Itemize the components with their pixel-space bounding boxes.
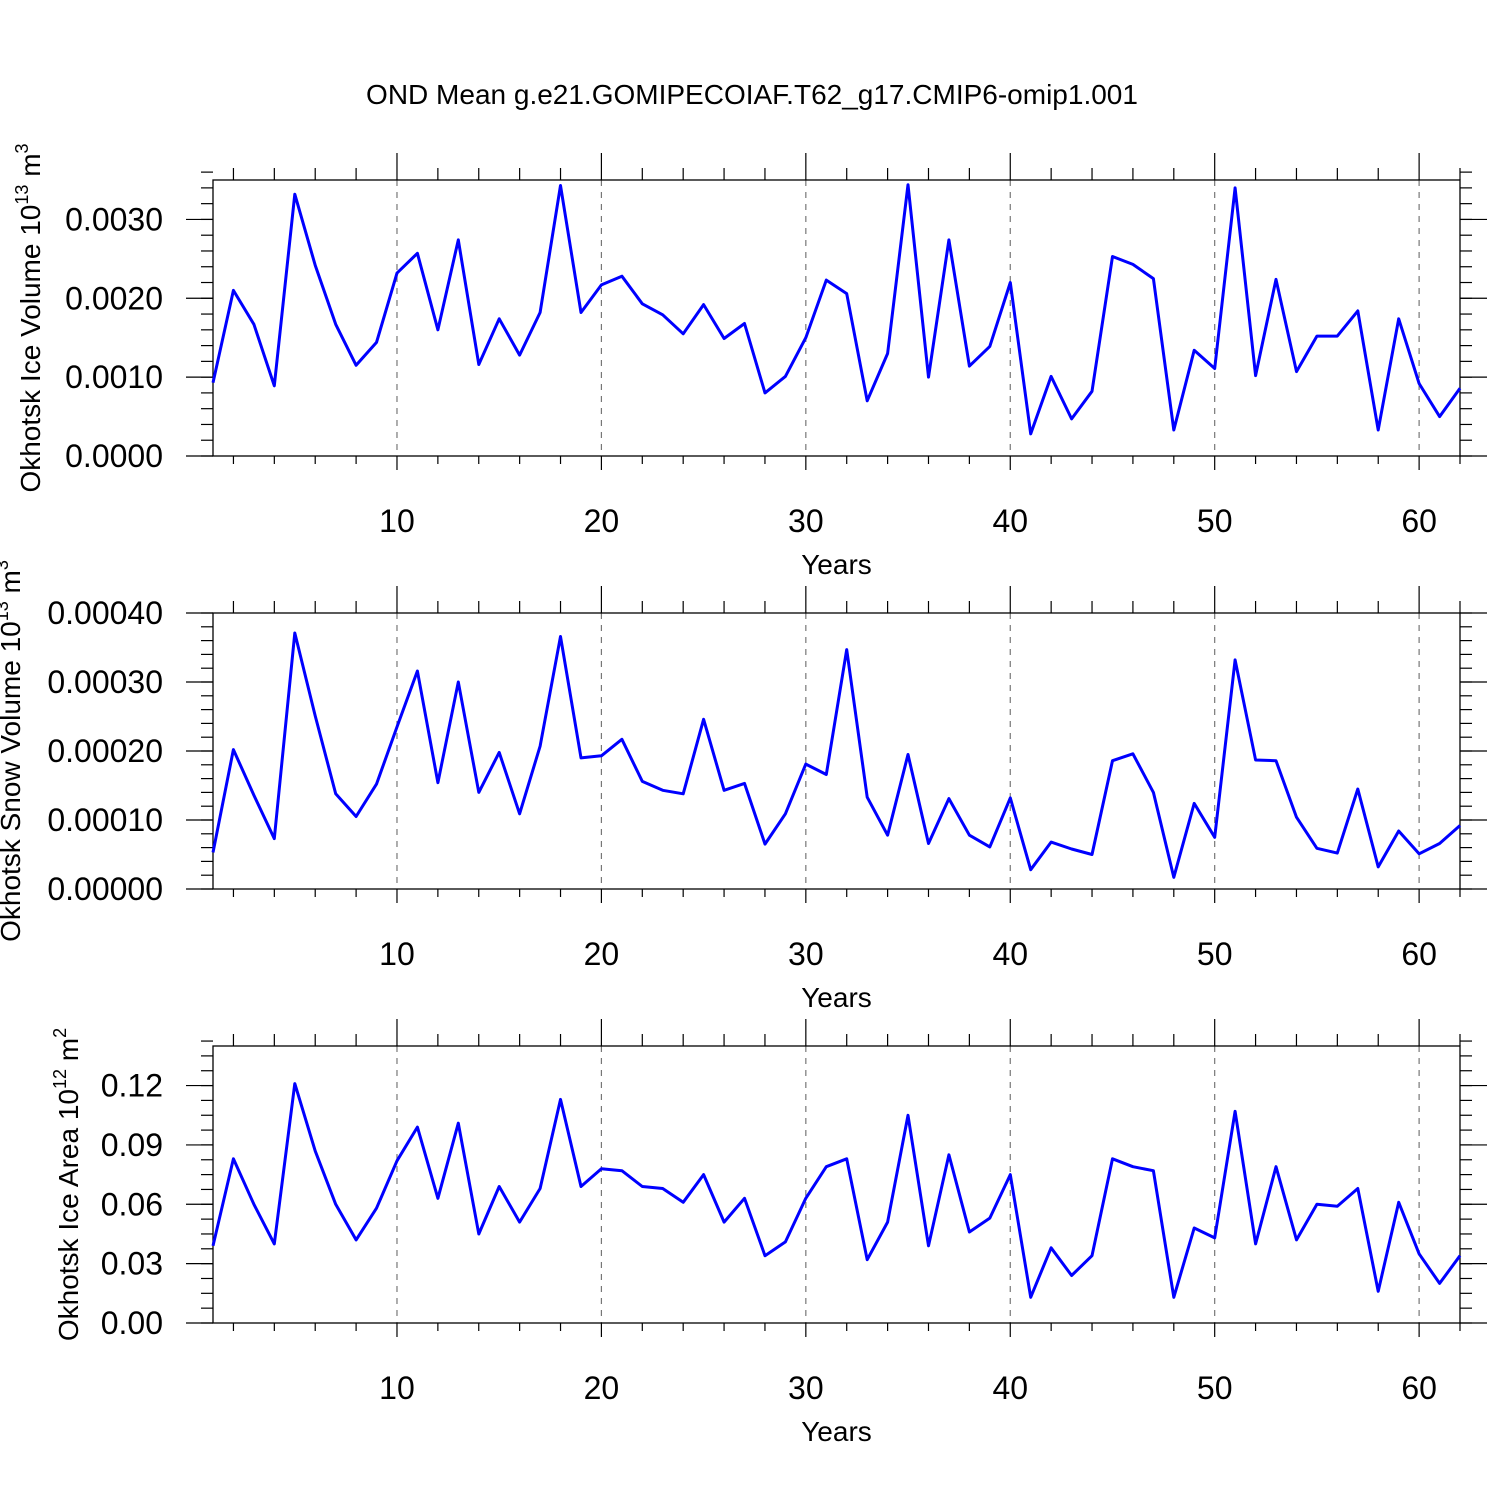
y-tick-label: 0.00000 — [47, 871, 163, 907]
x-tick-label: 50 — [1197, 1370, 1233, 1406]
x-tick-label: 10 — [379, 1370, 415, 1406]
y-axis-title-exponent: 13 — [12, 185, 32, 205]
y-tick-label: 0.03 — [101, 1246, 163, 1282]
x-tick-label: 30 — [788, 1370, 824, 1406]
y-axis-title-main: Okhotsk Snow Volume 10 — [0, 621, 26, 942]
plot-frame — [212, 1045, 1461, 1324]
y-tick-label: 0.00 — [101, 1305, 163, 1341]
y-tick-label: 0.12 — [101, 1068, 163, 1104]
y-tick-label: 0.0000 — [65, 438, 163, 474]
plot-frame — [212, 179, 1461, 457]
series-line — [211, 631, 1461, 879]
x-tick-label: 40 — [992, 1370, 1028, 1406]
x-tick-label: 10 — [379, 503, 415, 539]
y-tick-label: 0.0010 — [65, 359, 163, 395]
y-tick-label: 0.00010 — [47, 802, 163, 838]
y-tick-label: 0.00030 — [47, 664, 163, 700]
y-axis-title-exponent: 13 — [0, 601, 12, 621]
y-tick-label: 0.06 — [101, 1186, 163, 1222]
x-axis-title: Years — [801, 1416, 872, 1447]
plot-frame — [212, 612, 1461, 890]
y-axis-title-unit-exponent: 3 — [12, 143, 32, 153]
x-tick-label: 60 — [1401, 1370, 1437, 1406]
y-tick-label: 0.0020 — [65, 280, 163, 316]
x-tick-label: 30 — [788, 936, 824, 972]
panel-snow-volume: 10 20 30 40 50 60 0.00000 0.00010 0.00020 0.00030… — [0, 560, 1487, 1013]
y-axis-title-unit-exponent: 3 — [0, 560, 12, 570]
x-tick-label: 60 — [1401, 503, 1437, 539]
y-tick-label: 0.00020 — [47, 733, 163, 769]
x-tick-label: 20 — [584, 503, 620, 539]
x-axis-title: Years — [801, 549, 872, 580]
y-axis-title-unit: m — [0, 570, 26, 601]
x-tick-label: 50 — [1197, 936, 1233, 972]
y-axis-title-main: Okhotsk Ice Area 10 — [53, 1089, 84, 1341]
y-axis-title: Okhotsk Snow Volume 1013 m3 — [0, 560, 26, 942]
y-axis-title-unit: m — [15, 153, 46, 184]
panel-ice-area: 10 20 30 40 50 60 0.00 0.03 0.06 0.09 0.12 Years O… — [50, 1019, 1487, 1447]
chart-title: OND Mean g.e21.GOMIPECOIAF.T62_g17.CMIP6… — [366, 79, 1138, 110]
y-tick-label: 0.0030 — [65, 201, 163, 237]
x-tick-label: 30 — [788, 503, 824, 539]
panel-ice-volume: 10 20 30 40 50 60 0.0000 0.0010 0.0020 0.0030 Yea… — [12, 143, 1487, 580]
y-axis-title-unit-exponent: 2 — [50, 1028, 70, 1038]
y-tick-label: 0.00040 — [47, 595, 163, 631]
y-axis-title-main: Okhotsk Ice Volume 10 — [15, 205, 46, 493]
x-axis-title: Years — [801, 982, 872, 1013]
y-axis-title-unit: m — [53, 1038, 84, 1069]
y-tick-label: 0.09 — [101, 1127, 163, 1163]
series-line — [211, 183, 1462, 436]
x-tick-label: 10 — [379, 936, 415, 972]
series-line — [211, 1082, 1462, 1299]
y-axis-title-exponent: 12 — [50, 1069, 70, 1089]
x-tick-label: 40 — [992, 503, 1028, 539]
x-tick-label: 20 — [584, 1370, 620, 1406]
x-tick-label: 40 — [992, 936, 1028, 972]
x-tick-label: 60 — [1401, 936, 1437, 972]
y-axis-title: Okhotsk Ice Area 1012 m2 — [50, 1028, 84, 1341]
y-axis-title: Okhotsk Ice Volume 1013 m3 — [12, 143, 46, 492]
x-tick-label: 50 — [1197, 503, 1233, 539]
x-tick-label: 20 — [584, 936, 620, 972]
